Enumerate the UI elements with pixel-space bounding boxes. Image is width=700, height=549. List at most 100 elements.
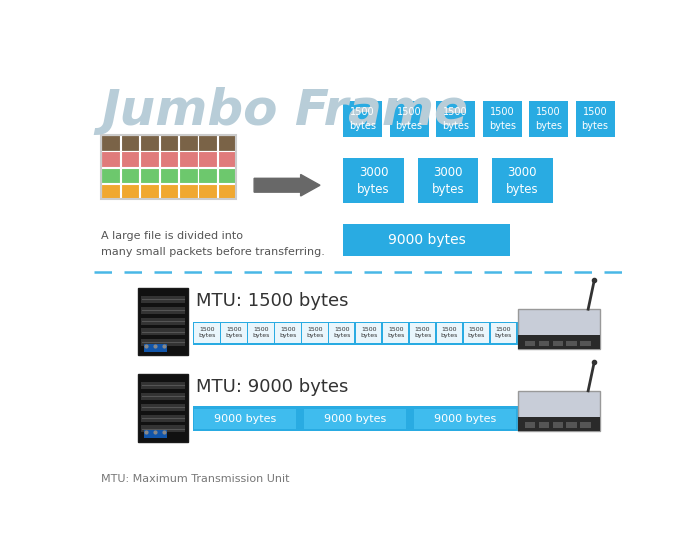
Bar (524, 422, 536, 428)
Bar (141, 404, 185, 411)
Bar (140, 167, 159, 183)
Bar (160, 152, 178, 167)
Bar (198, 152, 217, 167)
Bar (383, 323, 408, 343)
Bar (141, 339, 185, 346)
Bar (566, 341, 578, 346)
Bar (566, 422, 578, 428)
Text: 1500
bytes: 1500 bytes (441, 327, 458, 338)
Bar (144, 344, 167, 351)
Bar (464, 323, 489, 343)
Bar (218, 167, 237, 183)
Bar (198, 167, 217, 183)
Bar (552, 341, 564, 346)
Bar (218, 135, 237, 150)
Bar (410, 323, 435, 343)
Bar (519, 335, 600, 349)
Bar (121, 152, 139, 167)
Bar (141, 393, 185, 400)
Bar (193, 322, 517, 345)
Bar (102, 167, 120, 183)
Bar (437, 323, 462, 343)
Text: 1500
bytes: 1500 bytes (333, 327, 351, 338)
Text: 1500
bytes: 1500 bytes (199, 327, 216, 338)
Bar (138, 374, 188, 441)
Text: 9000 bytes: 9000 bytes (214, 413, 276, 423)
Bar (580, 422, 592, 428)
Bar (140, 184, 159, 199)
Bar (519, 309, 600, 349)
Bar (529, 100, 568, 137)
Bar (329, 323, 354, 343)
Text: 1500
bytes: 1500 bytes (306, 327, 323, 338)
Bar (221, 323, 247, 343)
Bar (275, 323, 300, 343)
Text: 1500
bytes: 1500 bytes (414, 327, 431, 338)
Bar (218, 152, 237, 167)
Bar (491, 323, 516, 343)
Text: 1500
bytes: 1500 bytes (279, 327, 297, 338)
Bar (492, 158, 552, 203)
Bar (144, 430, 167, 438)
Bar (179, 152, 197, 167)
Bar (141, 382, 185, 389)
Bar (343, 158, 404, 203)
Bar (519, 417, 600, 431)
Text: 1500
bytes: 1500 bytes (225, 327, 243, 338)
Text: A large file is divided into
many small packets before transferring.: A large file is divided into many small … (102, 232, 326, 257)
Bar (195, 408, 297, 429)
Bar (390, 100, 428, 137)
Text: 1500
bytes: 1500 bytes (495, 327, 512, 338)
Bar (102, 184, 120, 199)
Bar (141, 307, 185, 314)
Bar (519, 391, 600, 431)
Bar (195, 323, 220, 343)
Bar (343, 100, 382, 137)
Bar (179, 135, 197, 150)
Text: 1500
bytes: 1500 bytes (535, 108, 562, 131)
Text: 9000 bytes: 9000 bytes (434, 413, 496, 423)
Bar (538, 422, 550, 428)
Bar (179, 184, 197, 199)
Bar (218, 184, 237, 199)
Bar (302, 323, 328, 343)
Bar (179, 167, 197, 183)
Text: 3000
bytes: 3000 bytes (506, 166, 538, 195)
FancyArrow shape (254, 175, 320, 196)
Text: 1500
bytes: 1500 bytes (349, 108, 376, 131)
Bar (121, 135, 139, 150)
Bar (141, 328, 185, 335)
Bar (483, 100, 522, 137)
Text: 1500
bytes: 1500 bytes (360, 327, 377, 338)
Bar (436, 100, 475, 137)
Bar (160, 135, 178, 150)
Text: 1500
bytes: 1500 bytes (252, 327, 270, 338)
Bar (138, 288, 188, 355)
Bar (141, 318, 185, 324)
Text: 1500
bytes: 1500 bytes (582, 108, 608, 131)
Bar (580, 341, 592, 346)
Bar (140, 152, 159, 167)
Text: Jumbo Frame: Jumbo Frame (102, 87, 468, 135)
Bar (575, 100, 615, 137)
Text: MTU: Maximum Transmission Unit: MTU: Maximum Transmission Unit (102, 474, 290, 484)
Text: 1500
bytes: 1500 bytes (395, 108, 423, 131)
Text: 3000
bytes: 3000 bytes (357, 166, 390, 195)
Bar (552, 422, 564, 428)
Bar (343, 224, 510, 256)
Bar (121, 167, 139, 183)
Text: 9000 bytes: 9000 bytes (324, 413, 386, 423)
Bar (198, 184, 217, 199)
Text: 3000
bytes: 3000 bytes (432, 166, 464, 195)
Bar (160, 184, 178, 199)
Bar (140, 135, 159, 150)
Bar (102, 135, 237, 199)
Bar (538, 341, 550, 346)
Bar (121, 184, 139, 199)
Text: 9000 bytes: 9000 bytes (388, 233, 466, 247)
Bar (193, 406, 517, 431)
Bar (248, 323, 274, 343)
Bar (198, 135, 217, 150)
Bar (102, 152, 120, 167)
Bar (524, 341, 536, 346)
